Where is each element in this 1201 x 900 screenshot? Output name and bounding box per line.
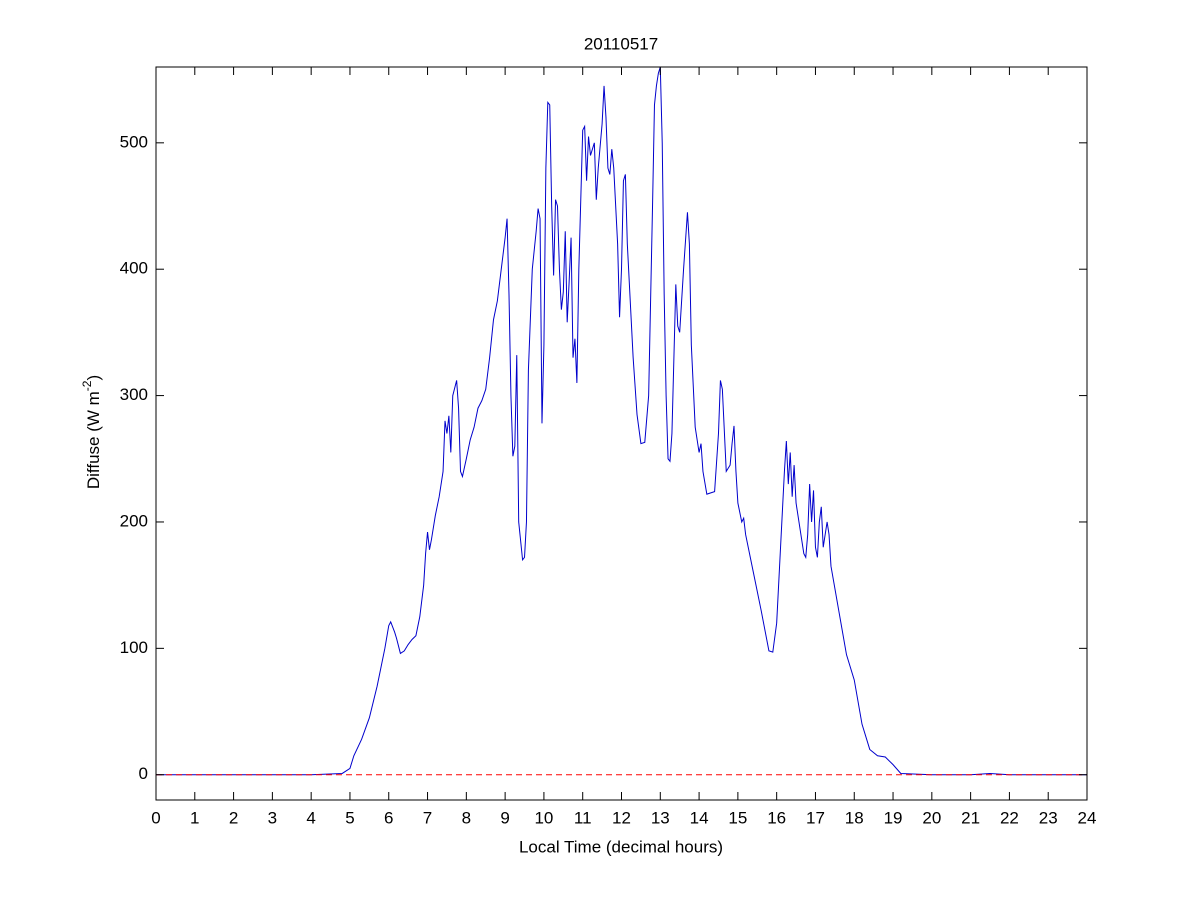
y-tick-label: 0 xyxy=(139,764,148,783)
x-tick-label: 0 xyxy=(151,808,160,827)
x-tick-label: 14 xyxy=(690,808,709,827)
y-axis-label: Diffuse (W m-2) xyxy=(80,375,103,489)
y-tick-label: 400 xyxy=(120,259,148,278)
data-line xyxy=(156,66,1087,776)
y-tick-label: 500 xyxy=(120,132,148,151)
x-tick-label: 4 xyxy=(306,808,315,827)
chart-title: 20110517 xyxy=(584,34,658,53)
x-tick-label: 16 xyxy=(767,808,786,827)
x-tick-label: 6 xyxy=(384,808,393,827)
x-tick-label: 5 xyxy=(345,808,354,827)
x-tick-label: 23 xyxy=(1039,808,1058,827)
x-tick-label: 20 xyxy=(922,808,941,827)
y-tick-label: 300 xyxy=(120,385,148,404)
x-tick-label: 13 xyxy=(651,808,670,827)
x-axis-label: Local Time (decimal hours) xyxy=(519,837,723,856)
x-tick-label: 17 xyxy=(806,808,825,827)
y-label-superscript: -2 xyxy=(80,380,94,391)
x-tick-label: 8 xyxy=(462,808,471,827)
x-tick-label: 19 xyxy=(884,808,903,827)
x-tick-label: 21 xyxy=(961,808,980,827)
x-tick-label: 3 xyxy=(268,808,277,827)
y-label-close: ) xyxy=(84,375,103,381)
x-tick-label: 22 xyxy=(1000,808,1019,827)
x-tick-label: 2 xyxy=(229,808,238,827)
y-tick-label: 100 xyxy=(120,638,148,657)
x-tick-label: 11 xyxy=(574,808,592,827)
x-tick-label: 12 xyxy=(612,808,631,827)
x-tick-label: 9 xyxy=(500,808,509,827)
x-tick-label: 7 xyxy=(423,808,432,827)
x-tick-label: 15 xyxy=(728,808,747,827)
x-tick-label: 10 xyxy=(534,808,553,827)
y-tick-label: 200 xyxy=(120,511,148,530)
plot-area xyxy=(156,66,1087,776)
x-tick-label: 18 xyxy=(845,808,864,827)
y-label-text: Diffuse (W m xyxy=(84,391,103,489)
x-tick-label: 24 xyxy=(1078,808,1097,827)
x-tick-label: 1 xyxy=(190,808,199,827)
